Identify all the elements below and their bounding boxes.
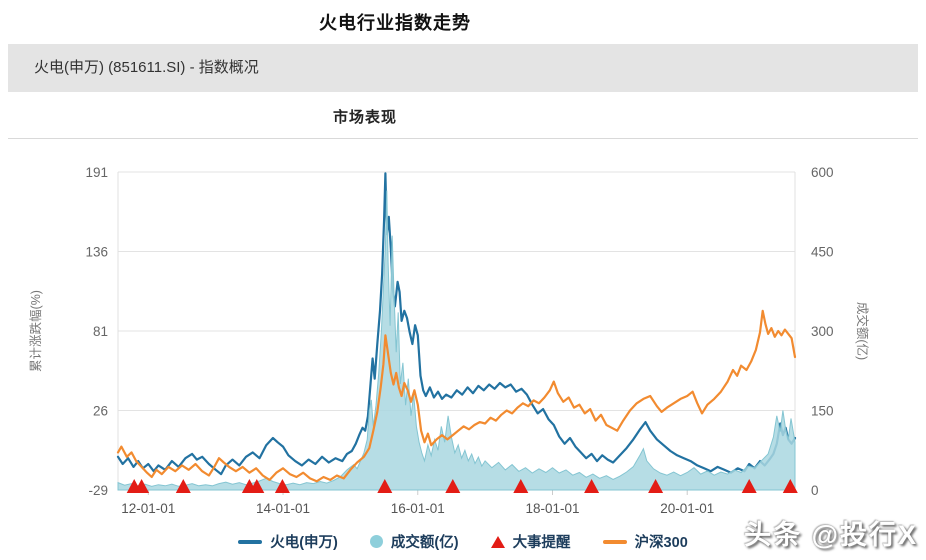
legend-item-0[interactable]: 火电(申万) [238, 531, 338, 552]
right-axis-tick-label: 450 [811, 245, 834, 260]
left-axis-title: 累计涨跌幅(%) [28, 290, 43, 372]
x-tick-label: 12-01-01 [121, 501, 175, 516]
right-axis-tick-label: 150 [811, 404, 834, 419]
volume-area[interactable] [117, 190, 796, 491]
volume-dot-icon [369, 535, 383, 548]
event-triangle[interactable] [134, 479, 150, 493]
left-axis-tick-label: -29 [88, 483, 108, 498]
x-tick-label: 18-01-01 [525, 501, 579, 516]
event-triangle[interactable] [175, 479, 191, 493]
event-triangle-icon [490, 535, 505, 548]
chart-canvas[interactable]: 12-01-01 14-01-01 16-01-01 18-01-01 20-01-01… [0, 140, 926, 530]
chart-legend: 火电(申万) 成交额(亿) 大事提醒 沪深300 [0, 531, 926, 552]
event-triangle[interactable] [584, 479, 600, 493]
x-tick-label: 14-01-01 [256, 501, 310, 516]
right-axis-tick-label: 0 [811, 483, 819, 498]
event-triangle[interactable] [274, 479, 290, 493]
right-axis-tick-label: 600 [811, 165, 834, 180]
legend-item-1[interactable]: 成交额(亿) [369, 531, 459, 552]
legend-item-3[interactable]: 沪深300 [602, 531, 688, 552]
line-swatch-icon [238, 539, 263, 544]
index-overview-bar: 火电(申万) (851611.SI) - 指数概况 [8, 44, 918, 92]
event-triangle[interactable] [249, 479, 265, 493]
legend-item-2[interactable]: 大事提醒 [490, 531, 571, 552]
legend-label: 沪深300 [634, 535, 688, 551]
x-tick-label: 16-01-01 [391, 501, 445, 516]
x-tick-label: 20-01-01 [660, 501, 714, 516]
left-axis-tick-label: 191 [85, 165, 108, 180]
right-axis-tick-label: 300 [811, 324, 834, 339]
right-axis-title: 成交额(亿) [855, 302, 870, 360]
legend-label: 火电(申万) [270, 535, 338, 551]
section-divider [8, 138, 918, 139]
event-triangle[interactable] [377, 479, 393, 493]
event-triangle[interactable] [741, 479, 757, 493]
hs300-line[interactable] [116, 309, 797, 483]
line-swatch-icon [602, 539, 627, 544]
section-title: 市场表现 [332, 109, 397, 126]
legend-label: 成交额(亿) [390, 535, 459, 551]
page-title: 火电行业指数走势 [319, 13, 471, 33]
left-axis-tick-label: 26 [93, 404, 108, 419]
event-triangle[interactable] [445, 479, 461, 493]
legend-label: 大事提醒 [512, 535, 571, 551]
event-triangle[interactable] [782, 479, 798, 493]
event-triangle[interactable] [513, 479, 529, 493]
market-performance-chart[interactable]: 12-01-01 14-01-01 16-01-01 18-01-01 20-01-01… [0, 140, 926, 530]
left-axis-tick-label: 81 [93, 324, 108, 339]
watermark: 头条 @投行X [744, 520, 918, 550]
huodian-line[interactable] [116, 172, 797, 476]
left-axis-tick-label: 136 [85, 245, 108, 260]
event-triangle[interactable] [648, 479, 664, 493]
